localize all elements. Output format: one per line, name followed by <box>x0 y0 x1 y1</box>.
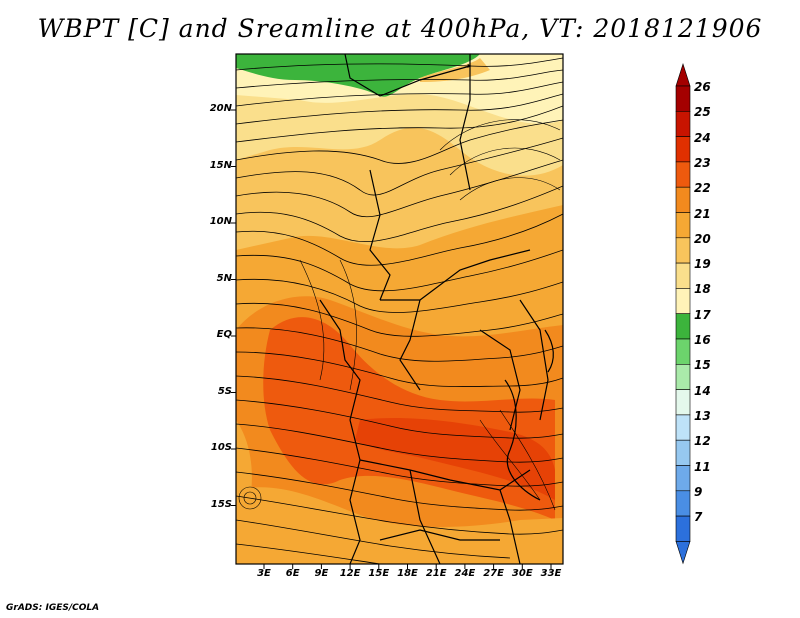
lon-tick-label: 30E <box>511 568 533 579</box>
map-frame <box>235 53 564 565</box>
map-title: WBPT [C] and Sreamline at 400hPa, VT: 20… <box>37 14 763 43</box>
colorbar-label: 23 <box>694 155 711 170</box>
colorbar-segment <box>675 288 691 314</box>
colorbar-segment <box>675 262 691 289</box>
colorbar-label: 13 <box>694 408 711 423</box>
colorbar-label: 11 <box>694 459 711 474</box>
colorbar-label: 16 <box>694 333 711 347</box>
colorbar-segment <box>675 338 691 365</box>
colorbar-label: 22 <box>694 181 711 196</box>
colorbar-label: 19 <box>694 257 711 272</box>
lat-tick-label: 20N <box>209 103 232 114</box>
colorbar-label: 21 <box>694 206 711 221</box>
colorbar-segment <box>675 161 691 188</box>
country-borders <box>319 54 554 564</box>
colorbar-segment <box>675 212 691 239</box>
lat-tick-label: 5N <box>216 272 232 284</box>
lon-tick-label: 21E <box>425 568 447 579</box>
colorbar-segment <box>675 85 691 112</box>
colorbar-segment <box>675 515 691 542</box>
colorbar-label: 20 <box>694 231 711 246</box>
lon-tick-label: 3E <box>257 568 271 579</box>
colorbar-segment <box>675 490 691 517</box>
colorbar-label: 25 <box>694 105 711 120</box>
lon-tick-label: 27E <box>483 568 504 579</box>
lat-tick-label: 10S <box>210 442 232 453</box>
colorbar-segment <box>675 111 691 137</box>
lon-tick-label: 24E <box>454 568 476 579</box>
lat-tick-label: 15S <box>210 498 232 510</box>
lat-tick-label: 5S <box>217 385 232 397</box>
lon-tick-label: 9E <box>314 568 329 579</box>
lon-tick-label: 12E <box>339 568 361 579</box>
colorbar-segment <box>675 186 691 213</box>
lat-tick-label: 15N <box>209 159 232 171</box>
lon-tick-label: 18E <box>397 568 418 579</box>
lat-tick-label: EQ <box>216 329 232 340</box>
colorbar-label: 9 <box>694 484 703 499</box>
lon-tick-label: 33E <box>540 568 562 579</box>
credit-text: GrADS: IGES/COLA <box>6 603 100 613</box>
colorbar-segment <box>675 389 691 416</box>
wbpt-field <box>236 54 563 564</box>
colorbar-segment <box>675 313 691 340</box>
lon-tick-label: 15E <box>368 568 390 579</box>
colorbar <box>675 63 691 565</box>
colorbar-label: 14 <box>694 383 711 398</box>
colorbar-segment <box>675 439 691 466</box>
colorbar-segment <box>675 237 691 264</box>
lon-tick-label: 6E <box>285 568 300 579</box>
colorbar-label: 24 <box>694 130 711 145</box>
colorbar-label: 17 <box>694 307 711 322</box>
colorbar-label: 18 <box>694 282 711 297</box>
colorbar-segment <box>675 414 691 441</box>
colorbar-max-arrow <box>675 63 691 87</box>
colorbar-label: 12 <box>694 434 711 449</box>
colorbar-label: 15 <box>694 358 711 373</box>
colorbar-min-arrow <box>675 541 691 565</box>
streamlines <box>236 57 563 564</box>
colorbar-label: 7 <box>694 510 703 525</box>
colorbar-label: 26 <box>694 80 711 94</box>
colorbar-segment <box>675 363 691 390</box>
colorbar-segment <box>675 136 691 163</box>
colorbar-segment <box>675 465 691 492</box>
lat-tick-label: 10N <box>209 216 232 227</box>
